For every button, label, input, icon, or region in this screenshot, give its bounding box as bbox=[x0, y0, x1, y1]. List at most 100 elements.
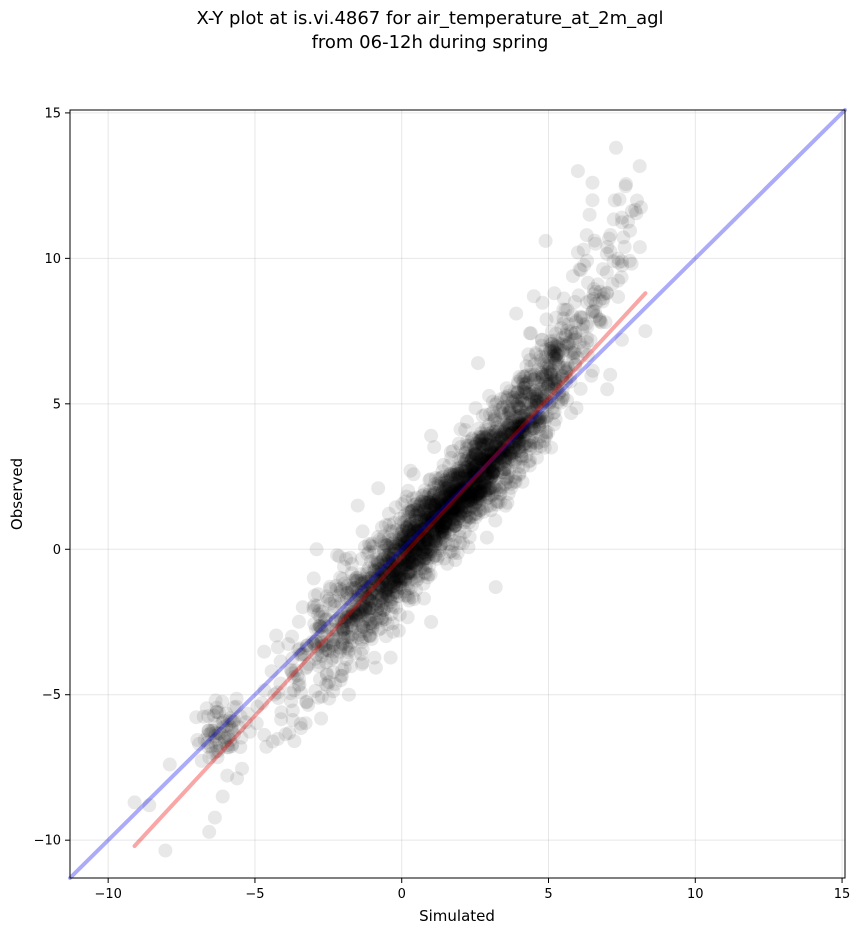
data-point bbox=[468, 506, 483, 521]
data-point bbox=[494, 450, 508, 465]
data-point bbox=[428, 498, 442, 513]
data-point bbox=[448, 514, 463, 529]
data-point bbox=[364, 591, 379, 606]
data-point bbox=[476, 438, 491, 453]
data-point bbox=[482, 474, 497, 489]
data-point bbox=[396, 569, 411, 584]
data-point bbox=[354, 603, 368, 618]
data-point bbox=[409, 518, 424, 533]
data-point bbox=[528, 410, 543, 424]
data-point bbox=[360, 590, 375, 605]
data-point bbox=[451, 499, 466, 514]
data-point bbox=[409, 524, 424, 539]
data-point bbox=[354, 573, 369, 588]
data-point bbox=[503, 416, 518, 431]
data-point bbox=[465, 458, 480, 472]
data-point bbox=[332, 549, 347, 564]
data-point bbox=[507, 440, 521, 455]
data-point bbox=[223, 711, 238, 726]
data-point bbox=[415, 523, 430, 538]
data-point bbox=[428, 498, 442, 513]
data-point bbox=[407, 592, 422, 607]
data-point bbox=[142, 798, 157, 813]
data-point bbox=[447, 484, 462, 499]
data-point bbox=[444, 500, 459, 515]
data-point bbox=[199, 701, 214, 716]
data-point bbox=[402, 523, 416, 537]
data-point bbox=[564, 345, 579, 360]
data-point bbox=[638, 324, 653, 339]
data-point bbox=[526, 421, 541, 436]
data-point bbox=[490, 443, 505, 458]
data-point bbox=[485, 394, 500, 409]
data-point bbox=[292, 641, 307, 656]
data-point bbox=[475, 442, 490, 456]
data-point bbox=[529, 382, 544, 397]
data-point bbox=[406, 542, 421, 557]
data-point bbox=[470, 487, 484, 502]
data-point bbox=[399, 543, 414, 557]
data-point bbox=[549, 310, 563, 325]
data-point bbox=[498, 444, 513, 459]
data-point bbox=[405, 524, 420, 539]
data-point bbox=[454, 506, 469, 521]
data-point bbox=[487, 448, 502, 463]
data-point bbox=[391, 543, 406, 557]
data-point bbox=[402, 554, 417, 569]
data-point bbox=[494, 432, 509, 447]
data-point bbox=[337, 610, 352, 625]
data-point bbox=[213, 726, 228, 741]
data-point bbox=[497, 466, 512, 481]
data-point bbox=[403, 565, 418, 579]
data-point bbox=[314, 634, 329, 649]
data-point bbox=[391, 572, 406, 586]
data-point bbox=[394, 544, 408, 559]
data-point bbox=[498, 498, 513, 513]
data-point bbox=[474, 479, 489, 494]
data-point bbox=[489, 449, 504, 464]
data-point bbox=[424, 512, 439, 527]
data-point bbox=[457, 496, 472, 511]
data-point bbox=[423, 537, 438, 552]
data-point bbox=[543, 366, 558, 381]
data-point bbox=[517, 409, 532, 424]
data-point bbox=[395, 523, 410, 538]
data-point bbox=[355, 598, 370, 613]
data-point bbox=[354, 618, 369, 633]
data-point bbox=[427, 486, 442, 501]
data-point bbox=[333, 673, 348, 688]
data-point bbox=[452, 490, 467, 505]
data-point bbox=[375, 610, 390, 625]
data-point bbox=[310, 641, 325, 656]
data-point bbox=[391, 571, 406, 586]
data-point bbox=[460, 483, 475, 498]
data-point bbox=[325, 651, 340, 666]
data-point bbox=[501, 444, 516, 459]
data-point bbox=[509, 410, 523, 425]
data-point bbox=[400, 564, 415, 579]
data-point bbox=[315, 645, 330, 660]
data-point bbox=[513, 420, 528, 435]
data-point bbox=[448, 518, 463, 533]
data-point bbox=[351, 614, 366, 629]
data-point bbox=[536, 434, 551, 449]
data-point bbox=[508, 422, 523, 437]
data-point bbox=[439, 533, 453, 548]
data-point bbox=[442, 544, 457, 559]
data-point bbox=[500, 469, 515, 484]
data-point bbox=[485, 452, 500, 467]
data-point bbox=[515, 417, 530, 432]
data-point bbox=[385, 568, 400, 583]
data-point bbox=[361, 592, 376, 607]
data-point bbox=[409, 564, 424, 579]
data-point bbox=[476, 458, 491, 472]
data-point bbox=[250, 699, 265, 714]
data-point bbox=[424, 530, 439, 545]
data-point bbox=[615, 215, 630, 230]
data-point bbox=[382, 545, 397, 560]
data-point bbox=[362, 628, 377, 643]
data-point bbox=[468, 484, 483, 499]
data-point bbox=[421, 537, 436, 551]
data-point bbox=[451, 489, 466, 504]
data-point bbox=[314, 620, 329, 635]
